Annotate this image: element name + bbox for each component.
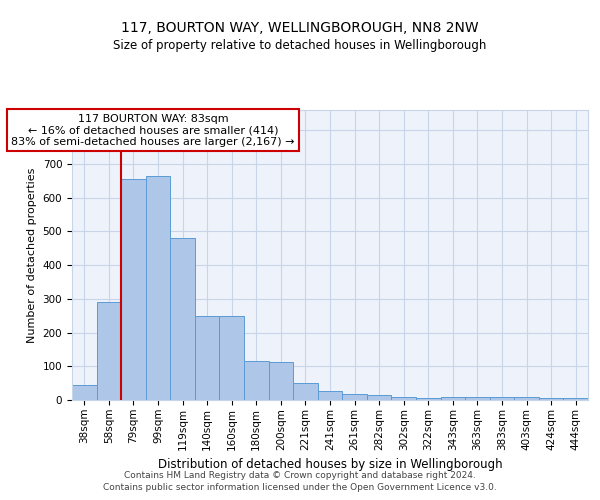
Text: Size of property relative to detached houses in Wellingborough: Size of property relative to detached ho… xyxy=(113,38,487,52)
Bar xyxy=(342,394,367,400)
Text: 117, BOURTON WAY, WELLINGBOROUGH, NN8 2NW: 117, BOURTON WAY, WELLINGBOROUGH, NN8 2N… xyxy=(121,20,479,34)
Bar xyxy=(121,179,146,400)
Text: Contains public sector information licensed under the Open Government Licence v3: Contains public sector information licen… xyxy=(103,483,497,492)
Bar xyxy=(293,383,318,400)
Text: 117 BOURTON WAY: 83sqm
← 16% of detached houses are smaller (414)
83% of semi-de: 117 BOURTON WAY: 83sqm ← 16% of detached… xyxy=(11,114,295,147)
Bar xyxy=(563,398,588,400)
Bar xyxy=(391,398,416,400)
Bar xyxy=(220,316,244,400)
Bar xyxy=(318,390,342,400)
Bar xyxy=(244,361,269,400)
Bar xyxy=(465,398,490,400)
Bar xyxy=(72,385,97,400)
Bar xyxy=(97,302,121,400)
Bar xyxy=(539,398,563,400)
Y-axis label: Number of detached properties: Number of detached properties xyxy=(27,168,37,342)
Bar xyxy=(367,396,391,400)
Bar xyxy=(195,316,220,400)
Bar xyxy=(514,398,539,400)
X-axis label: Distribution of detached houses by size in Wellingborough: Distribution of detached houses by size … xyxy=(158,458,502,471)
Bar xyxy=(170,238,195,400)
Text: Contains HM Land Registry data © Crown copyright and database right 2024.: Contains HM Land Registry data © Crown c… xyxy=(124,472,476,480)
Bar xyxy=(146,176,170,400)
Bar xyxy=(440,398,465,400)
Bar xyxy=(490,398,514,400)
Bar xyxy=(416,398,440,400)
Bar xyxy=(269,362,293,400)
